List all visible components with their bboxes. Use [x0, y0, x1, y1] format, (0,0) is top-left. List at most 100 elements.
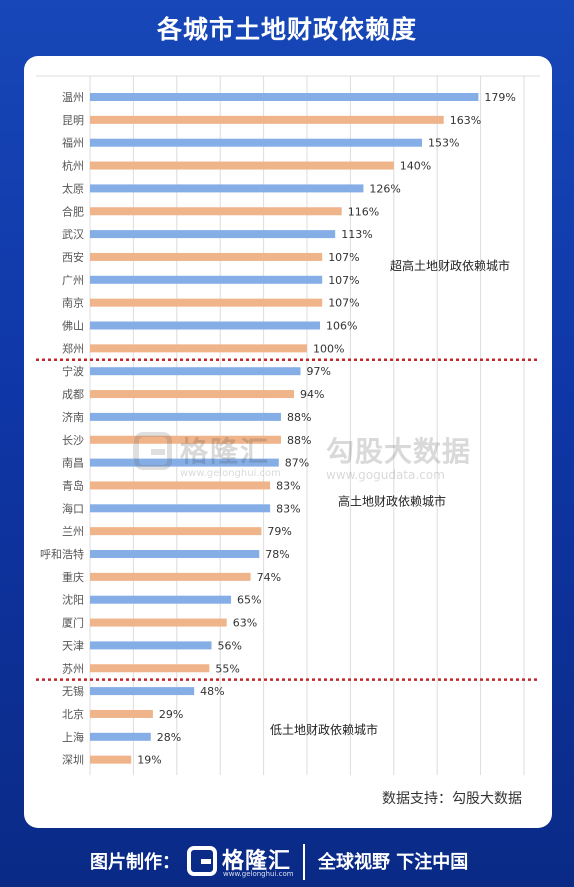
- category-label: 武汉: [62, 228, 84, 241]
- bar[interactable]: [90, 550, 260, 558]
- data-label: 63%: [233, 617, 257, 630]
- group-label: 超高土地财政依赖城市: [390, 258, 510, 273]
- chart-card: 温州 179% 昆明 163% 福州 153% 杭州 140% 太原 126% 合肥 116% 武汉 11…: [24, 56, 552, 828]
- category-label: 佛山: [62, 320, 84, 333]
- bar[interactable]: [90, 618, 227, 627]
- category-label: 南昌: [62, 457, 84, 470]
- footer-slogan: 全球视野 下注中国: [318, 852, 469, 873]
- category-label: 兰州: [62, 525, 84, 538]
- category-label: 南京: [62, 296, 84, 310]
- data-label: 116%: [348, 205, 379, 218]
- bar[interactable]: [90, 321, 321, 330]
- bar[interactable]: [90, 275, 323, 284]
- data-label: 113%: [341, 228, 372, 241]
- group-label: 高土地财政依赖城市: [338, 493, 446, 508]
- footer-divider: [303, 844, 305, 880]
- data-label: 100%: [313, 342, 344, 355]
- bar[interactable]: [90, 207, 342, 216]
- category-label: 温州: [62, 91, 84, 104]
- footer-brand-url: www.gelonghui.com: [223, 870, 294, 878]
- bar[interactable]: [90, 435, 281, 444]
- bar[interactable]: [90, 572, 251, 581]
- data-label: 48%: [200, 685, 224, 698]
- category-label: 沈阳: [62, 593, 84, 607]
- data-label: 83%: [276, 479, 300, 492]
- bar[interactable]: [90, 161, 394, 170]
- category-label: 郑州: [62, 341, 84, 355]
- bar[interactable]: [90, 367, 301, 376]
- bar[interactable]: [90, 93, 479, 101]
- data-label: 94%: [300, 388, 324, 401]
- category-label: 无锡: [62, 684, 84, 698]
- data-label: 163%: [450, 114, 481, 127]
- bar[interactable]: [90, 595, 232, 604]
- category-label: 合肥: [62, 204, 84, 218]
- bar[interactable]: [90, 298, 323, 307]
- page-title: 各城市土地财政依赖度: [156, 15, 417, 44]
- group-label: 低土地财政依赖城市: [270, 722, 378, 737]
- gelonghui-logo-icon: [187, 846, 217, 876]
- bar[interactable]: [90, 458, 279, 467]
- category-label: 太原: [62, 182, 84, 195]
- data-label: 179%: [484, 91, 515, 104]
- bar[interactable]: [90, 527, 262, 536]
- category-label: 海口: [62, 501, 84, 515]
- data-label: 107%: [328, 297, 359, 310]
- data-label: 29%: [159, 708, 183, 721]
- category-label: 上海: [62, 730, 84, 744]
- category-label: 福州: [62, 136, 84, 150]
- category-label: 长沙: [62, 434, 84, 447]
- category-label: 济南: [62, 410, 84, 424]
- data-label: 87%: [285, 457, 309, 470]
- bar[interactable]: [90, 641, 212, 650]
- data-label: 28%: [157, 731, 181, 744]
- bar[interactable]: [90, 504, 271, 513]
- category-label: 深圳: [62, 754, 84, 767]
- category-label: 厦门: [62, 616, 84, 630]
- category-label: 宁波: [62, 364, 84, 378]
- data-label: 88%: [287, 411, 311, 424]
- bar[interactable]: [90, 390, 294, 399]
- data-label: 19%: [137, 754, 161, 767]
- bar-chart: 温州 179% 昆明 163% 福州 153% 杭州 140% 太原 126% 合肥 116% 武汉 11…: [36, 75, 540, 776]
- category-label: 昆明: [62, 114, 84, 127]
- bar[interactable]: [90, 344, 307, 353]
- data-label: 126%: [369, 182, 400, 195]
- bar[interactable]: [90, 687, 195, 696]
- category-label: 重庆: [62, 570, 84, 584]
- category-label: 青岛: [62, 478, 84, 492]
- bar[interactable]: [90, 481, 271, 490]
- category-label: 苏州: [62, 662, 84, 675]
- data-label: 107%: [328, 274, 359, 287]
- data-label: 97%: [306, 365, 330, 378]
- category-label: 北京: [62, 707, 84, 721]
- bar[interactable]: [90, 184, 364, 193]
- data-label: 79%: [267, 525, 291, 538]
- data-label: 88%: [287, 434, 311, 447]
- data-label: 65%: [237, 594, 261, 607]
- source-note: 数据支持：勾股大数据: [382, 791, 522, 807]
- bar[interactable]: [90, 252, 323, 261]
- footer-label: 图片制作：: [90, 852, 180, 873]
- bar[interactable]: [90, 138, 423, 147]
- category-label: 西安: [62, 250, 84, 264]
- data-label: 78%: [265, 548, 289, 561]
- bar[interactable]: [90, 412, 281, 421]
- bar[interactable]: [90, 115, 444, 124]
- category-label: 天津: [62, 639, 84, 652]
- data-label: 153%: [428, 137, 459, 150]
- bar[interactable]: [90, 755, 132, 764]
- category-label: 杭州: [62, 159, 84, 173]
- data-label: 74%: [257, 571, 281, 584]
- category-label: 广州: [62, 274, 84, 287]
- data-label: 55%: [215, 662, 239, 675]
- data-label: 83%: [276, 502, 300, 515]
- bar[interactable]: [90, 230, 336, 239]
- footer: 图片制作： 格隆汇 www.gelonghui.com 全球视野 下注中国: [0, 836, 574, 887]
- footer-brand: 格隆汇: [222, 849, 292, 874]
- bar[interactable]: [90, 709, 153, 718]
- data-label: 107%: [328, 251, 359, 264]
- category-label: 呼和浩特: [40, 547, 84, 561]
- bar[interactable]: [90, 732, 151, 741]
- bar[interactable]: [90, 664, 210, 673]
